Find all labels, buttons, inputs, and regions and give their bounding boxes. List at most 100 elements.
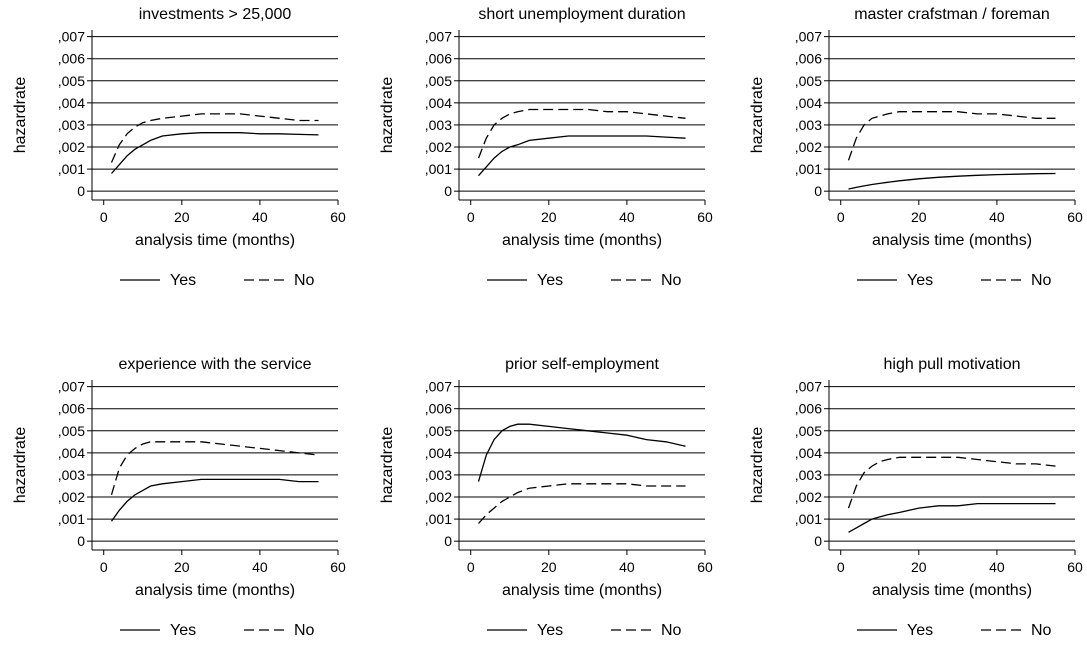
chart-panel-6: high pull motivation 0 ,001 ,002 ,003 ,004 ,00… bbox=[749, 356, 1083, 639]
series-line-no bbox=[847, 111, 1056, 161]
x-tick-label: 20 bbox=[911, 559, 927, 575]
y-tick-label: ,006 bbox=[425, 401, 452, 417]
y-tick-label: ,001 bbox=[795, 511, 822, 527]
chart-panel-1: investments > 25,000 0 ,001 ,002 ,003 ,004 ,00… bbox=[12, 6, 346, 289]
x-tick-label: 20 bbox=[911, 209, 927, 225]
chart-title: investments > 25,000 bbox=[139, 6, 292, 23]
y-tick-label: ,006 bbox=[58, 401, 85, 417]
y-tick-label: ,007 bbox=[58, 29, 85, 45]
y-axis-label: hazardrate bbox=[12, 77, 29, 154]
legend-label-yes: Yes bbox=[907, 622, 933, 639]
y-tick-label: ,007 bbox=[425, 379, 452, 395]
chart-title: short unemployment duration bbox=[478, 6, 685, 23]
y-tick-label: ,007 bbox=[58, 379, 85, 395]
chart-panel-4: experience with the service 0 ,001 ,002 ,003… bbox=[12, 356, 346, 639]
y-tick-label: ,002 bbox=[425, 489, 452, 505]
y-tick-label: ,007 bbox=[795, 379, 822, 395]
chart-panel-2: short unemployment duration 0 ,001 ,002 ,003… bbox=[379, 6, 713, 289]
x-axis-label: analysis time (months) bbox=[872, 232, 1032, 249]
x-tick-label: 0 bbox=[100, 209, 108, 225]
x-axis-label: analysis time (months) bbox=[872, 582, 1032, 599]
y-tick-label: 0 bbox=[77, 183, 85, 199]
chart-title: experience with the service bbox=[119, 356, 312, 373]
x-tick-label: 0 bbox=[467, 209, 475, 225]
y-tick-label: ,004 bbox=[425, 95, 452, 111]
y-tick-label: ,005 bbox=[58, 423, 85, 439]
x-tick-label: 60 bbox=[697, 209, 713, 225]
x-tick-label: 40 bbox=[252, 559, 268, 575]
y-tick-label: ,006 bbox=[795, 401, 822, 417]
y-tick-label: ,003 bbox=[58, 117, 85, 133]
y-tick-label: ,004 bbox=[58, 445, 85, 461]
y-tick-label: ,001 bbox=[425, 161, 452, 177]
y-tick-label: ,005 bbox=[58, 73, 85, 89]
y-tick-label: 0 bbox=[444, 533, 452, 549]
y-axis-label: hazardrate bbox=[12, 427, 29, 504]
y-tick-label: ,007 bbox=[795, 29, 822, 45]
chart-panel-3: master crafstman / foreman 0 ,001 ,002 ,003,… bbox=[749, 6, 1083, 289]
x-axis-label: analysis time (months) bbox=[135, 582, 295, 599]
y-axis-label: hazardrate bbox=[379, 427, 396, 504]
y-tick-label: 0 bbox=[814, 183, 822, 199]
legend-label-no: No bbox=[661, 272, 682, 289]
y-tick-label: ,004 bbox=[425, 445, 452, 461]
series-line-yes bbox=[110, 478, 319, 522]
x-tick-label: 40 bbox=[252, 209, 268, 225]
x-tick-label: 60 bbox=[330, 209, 346, 225]
x-tick-label: 40 bbox=[619, 209, 635, 225]
legend-label-no: No bbox=[294, 622, 315, 639]
x-tick-label: 20 bbox=[174, 559, 190, 575]
y-tick-label: ,001 bbox=[795, 161, 822, 177]
y-tick-label: ,003 bbox=[795, 467, 822, 483]
y-tick-label: ,003 bbox=[58, 467, 85, 483]
legend-label-yes: Yes bbox=[907, 272, 933, 289]
legend-label-yes: Yes bbox=[170, 272, 196, 289]
series-line-no bbox=[478, 483, 686, 524]
chart-title: prior self-employment bbox=[505, 356, 659, 373]
y-tick-label: ,006 bbox=[58, 51, 85, 67]
x-tick-label: 60 bbox=[1067, 559, 1083, 575]
x-tick-label: 40 bbox=[989, 559, 1005, 575]
y-tick-label: ,005 bbox=[795, 73, 822, 89]
y-axis-label: hazardrate bbox=[749, 427, 766, 504]
y-tick-label: ,002 bbox=[795, 139, 822, 155]
series-line-yes bbox=[478, 135, 686, 177]
series-line-no bbox=[477, 108, 686, 159]
chart-panel-5: prior self-employment 0 ,001 ,002 ,003 ,004 ,0… bbox=[379, 356, 713, 639]
x-tick-label: 20 bbox=[541, 209, 557, 225]
y-tick-label: 0 bbox=[444, 183, 452, 199]
series-line-no bbox=[847, 456, 1056, 509]
legend-label-no: No bbox=[1031, 272, 1052, 289]
x-axis-label: analysis time (months) bbox=[135, 232, 295, 249]
series-line-yes bbox=[848, 502, 1056, 533]
x-tick-label: 60 bbox=[697, 559, 713, 575]
y-tick-label: ,007 bbox=[425, 29, 452, 45]
y-tick-label: ,001 bbox=[425, 511, 452, 527]
y-tick-label: ,003 bbox=[795, 117, 822, 133]
chart-title: high pull motivation bbox=[884, 356, 1021, 373]
y-tick-label: ,005 bbox=[425, 73, 452, 89]
legend-label-no: No bbox=[661, 622, 682, 639]
y-tick-label: ,004 bbox=[795, 445, 822, 461]
series-line-yes bbox=[848, 172, 1056, 190]
y-axis-label: hazardrate bbox=[749, 77, 766, 154]
legend-label-yes: Yes bbox=[537, 272, 563, 289]
x-axis-label: analysis time (months) bbox=[502, 582, 662, 599]
x-tick-label: 60 bbox=[1067, 209, 1083, 225]
series-line-no bbox=[110, 113, 319, 163]
x-tick-label: 0 bbox=[837, 209, 845, 225]
x-tick-label: 20 bbox=[541, 559, 557, 575]
legend-label-no: No bbox=[294, 272, 315, 289]
legend-label-no: No bbox=[1031, 622, 1052, 639]
y-tick-label: ,002 bbox=[425, 139, 452, 155]
chart-title: master crafstman / foreman bbox=[854, 6, 1050, 23]
y-tick-label: ,006 bbox=[425, 51, 452, 67]
y-tick-label: ,005 bbox=[425, 423, 452, 439]
x-tick-label: 0 bbox=[837, 559, 845, 575]
y-tick-label: ,002 bbox=[795, 489, 822, 505]
series-line-no bbox=[110, 441, 319, 495]
y-tick-label: 0 bbox=[814, 533, 822, 549]
x-tick-label: 40 bbox=[619, 559, 635, 575]
y-tick-label: ,003 bbox=[425, 467, 452, 483]
